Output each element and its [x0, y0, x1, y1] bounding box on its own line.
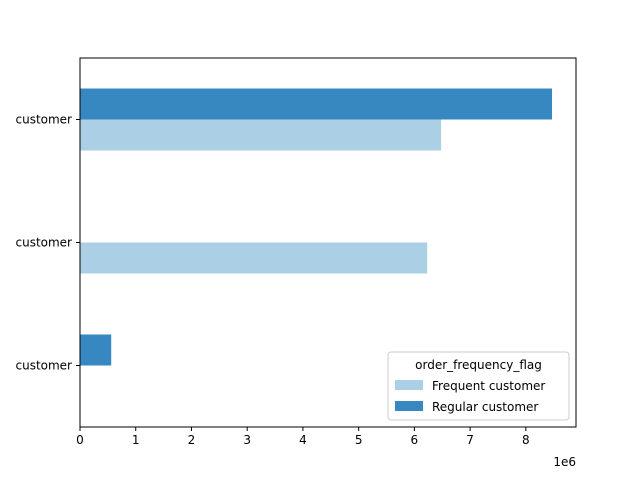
legend-swatch-regular [395, 401, 423, 411]
x-axis-ticks: 0 1 2 3 4 5 6 7 8 [76, 427, 530, 447]
bar-regular-0 [80, 88, 553, 120]
plot-frame [79, 57, 577, 428]
x-tick-label-5: 5 [355, 433, 363, 447]
bar-regular-2 [80, 334, 112, 366]
x-tick-label-8: 8 [522, 433, 530, 447]
y-tick-label-0: customer [15, 113, 72, 127]
y-axis-ticks: customer customer customer [15, 113, 80, 373]
legend-title: order_frequency_flag [415, 358, 542, 372]
bar-frequent-0 [80, 119, 442, 151]
bar-frequent-1 [80, 242, 428, 274]
x-tick-label-7: 7 [466, 433, 474, 447]
legend-swatch-frequent [395, 380, 423, 390]
legend-label-regular: Regular customer [432, 400, 538, 414]
x-tick-label-6: 6 [411, 433, 419, 447]
x-tick-label-1: 1 [132, 433, 140, 447]
legend-box [387, 351, 570, 421]
x-tick-label-0: 0 [76, 433, 84, 447]
legend: order_frequency_flag Frequent customer R… [387, 351, 570, 421]
y-tick-label-1: customer [15, 236, 72, 250]
bars-group [80, 88, 553, 366]
legend-label-frequent: Frequent customer [432, 379, 545, 393]
x-tick-label-3: 3 [243, 433, 251, 447]
x-tick-label-4: 4 [299, 433, 307, 447]
x-offset-label: 1e6 [553, 455, 576, 469]
y-tick-label-2: customer [15, 359, 72, 373]
x-tick-label-2: 2 [188, 433, 196, 447]
